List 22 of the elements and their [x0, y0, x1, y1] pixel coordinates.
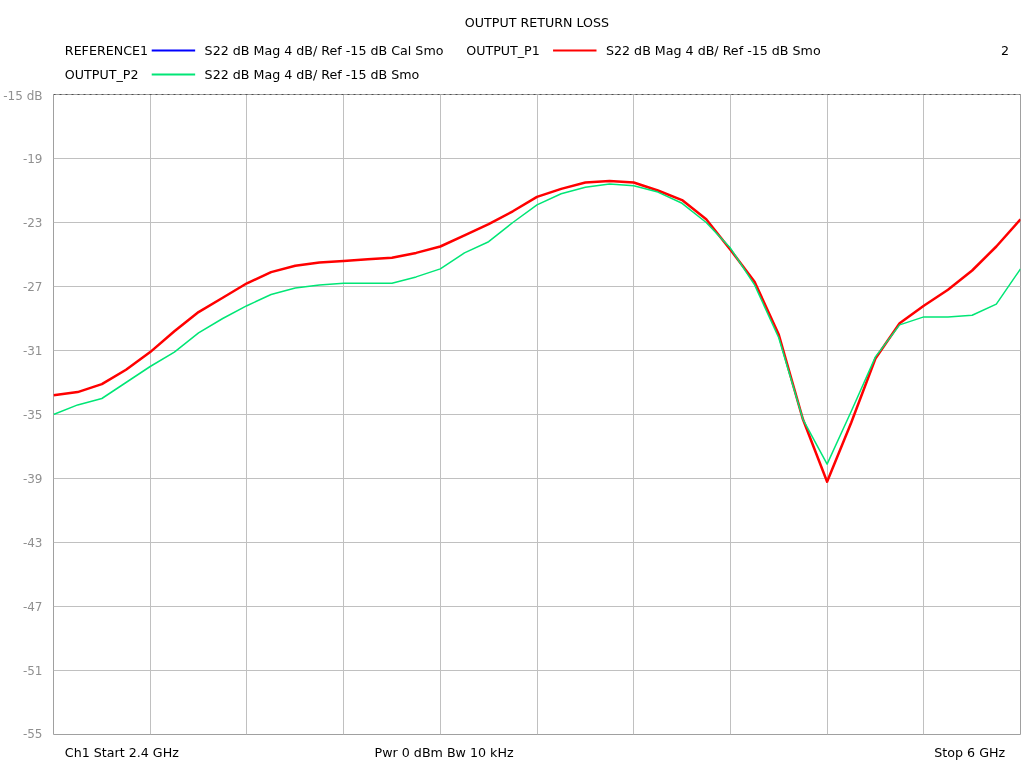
- y-tick-label: -39: [22, 471, 43, 486]
- text: S22 dB Mag 4 dB/ Ref -15 dB Smo: [204, 67, 420, 82]
- y-tick-label: -23: [22, 215, 43, 230]
- y-tick-label: -31: [22, 343, 43, 358]
- text: S22 dB Mag 4 dB/ Ref -15 dB Cal Smo: [204, 43, 444, 58]
- y-tick-label: -47: [22, 599, 43, 614]
- legend-label: OUTPUT_P2: [64, 67, 139, 82]
- text: 2: [1001, 43, 1010, 58]
- y-tick-label: -15 dB: [3, 88, 43, 103]
- y-tick-label: -51: [22, 663, 43, 678]
- chart-title: OUTPUT RETURN LOSS: [464, 15, 610, 30]
- text: Stop 6 GHz: [934, 745, 1006, 760]
- y-tick-label: -55: [22, 726, 43, 741]
- text: S22 dB Mag 4 dB/ Ref -15 dB Smo: [605, 43, 821, 58]
- y-tick-label: -43: [22, 535, 43, 550]
- legend-label: OUTPUT_P1: [466, 43, 540, 58]
- text: Pwr 0 dBm Bw 10 kHz: [374, 745, 514, 760]
- y-tick-label: -27: [22, 279, 43, 294]
- y-tick-label: -35: [22, 407, 43, 422]
- legend-label: REFERENCE1: [64, 43, 149, 58]
- text: Ch1 Start 2.4 GHz: [64, 745, 180, 760]
- y-tick-label: -19: [22, 151, 43, 166]
